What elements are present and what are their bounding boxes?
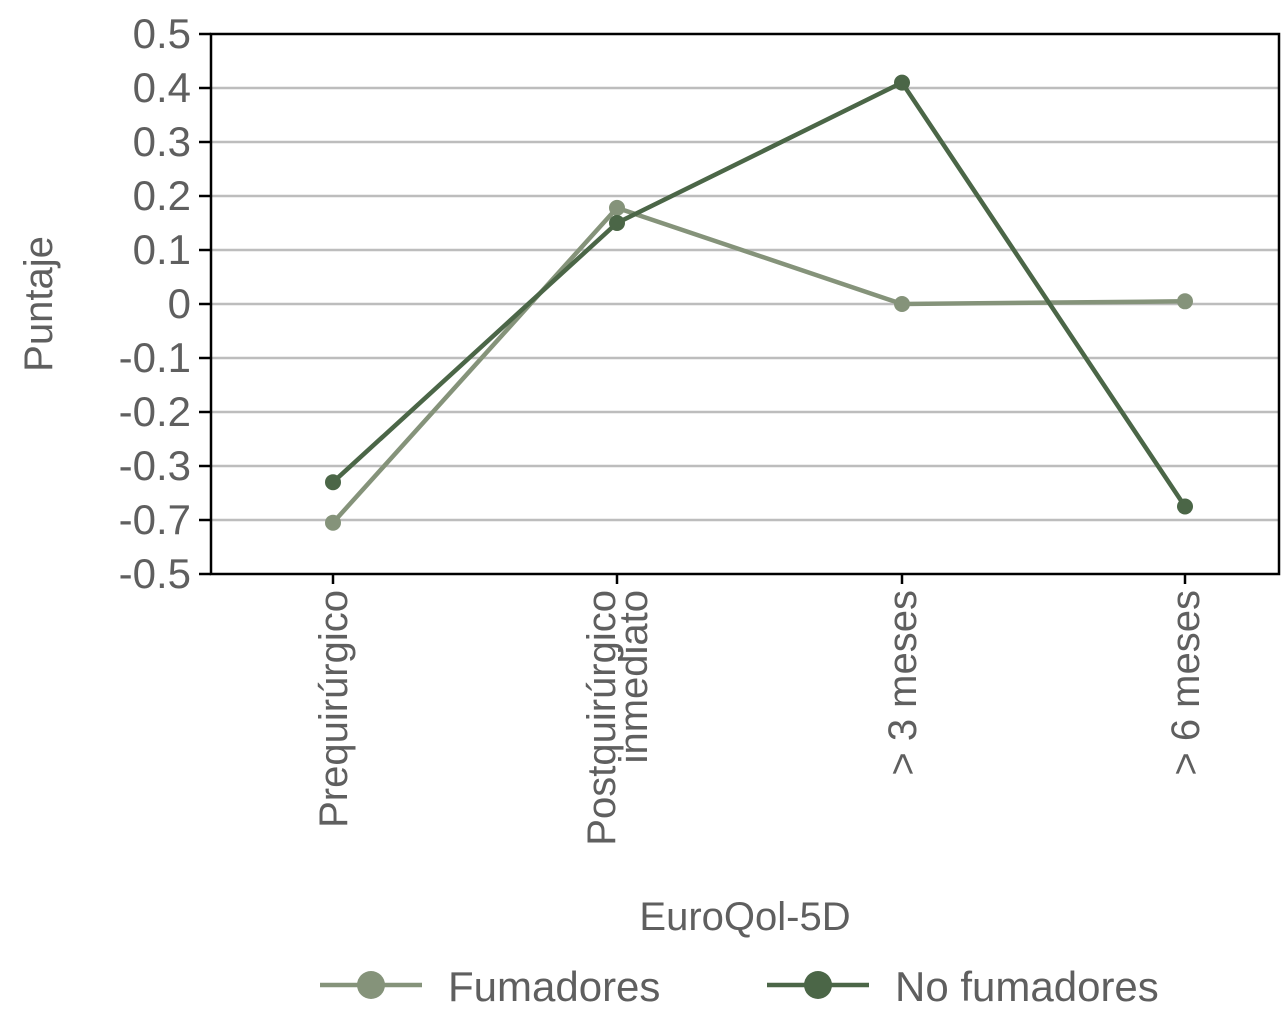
series-line [331, 79, 1187, 508]
y-tick-label: -0.2 [119, 388, 191, 435]
y-tick-label: 0.4 [133, 64, 191, 111]
series-fumadores [325, 199, 1193, 531]
y-tick-label: 0.3 [133, 118, 191, 165]
data-point [894, 74, 910, 91]
x-tick-label: Postquirúrgico [580, 590, 624, 846]
y-tick-label: 0.5 [133, 10, 191, 57]
data-point [609, 215, 625, 231]
series-no-fumadores [325, 74, 1193, 515]
legend-marker [804, 971, 832, 999]
legend-marker [357, 971, 385, 999]
series-line [331, 205, 1186, 525]
y-tick-label: -0.5 [119, 550, 191, 597]
plot-frame [209, 32, 1281, 576]
x-tick-label: > 6 meses [1164, 590, 1208, 776]
legend: Fumadores No fumadores [320, 963, 1159, 1010]
y-tick-label: 0.2 [133, 172, 191, 219]
legend-label: Fumadores [448, 963, 660, 1010]
data-point [1177, 498, 1193, 515]
y-tick-label: 0 [168, 280, 191, 327]
y-axis-label: Puntaje [17, 236, 61, 372]
x-axis-label: EuroQol-5D [639, 895, 850, 939]
x-tick-label: > 3 meses [881, 590, 925, 776]
data-point [894, 296, 910, 312]
y-tick-label: -0.1 [119, 334, 191, 381]
y-tick-label: -0.3 [119, 442, 191, 489]
data-point [325, 514, 341, 531]
legend-label: No fumadores [895, 963, 1159, 1010]
data-point [325, 474, 341, 491]
y-tick-label: 0.1 [133, 226, 191, 273]
data-point [1177, 293, 1193, 310]
x-tick-label: Prequirúrgico [312, 590, 356, 828]
data-point [609, 199, 625, 216]
x-tick-label: inmediato [612, 590, 656, 763]
y-tick-label: -0.7 [119, 496, 191, 543]
